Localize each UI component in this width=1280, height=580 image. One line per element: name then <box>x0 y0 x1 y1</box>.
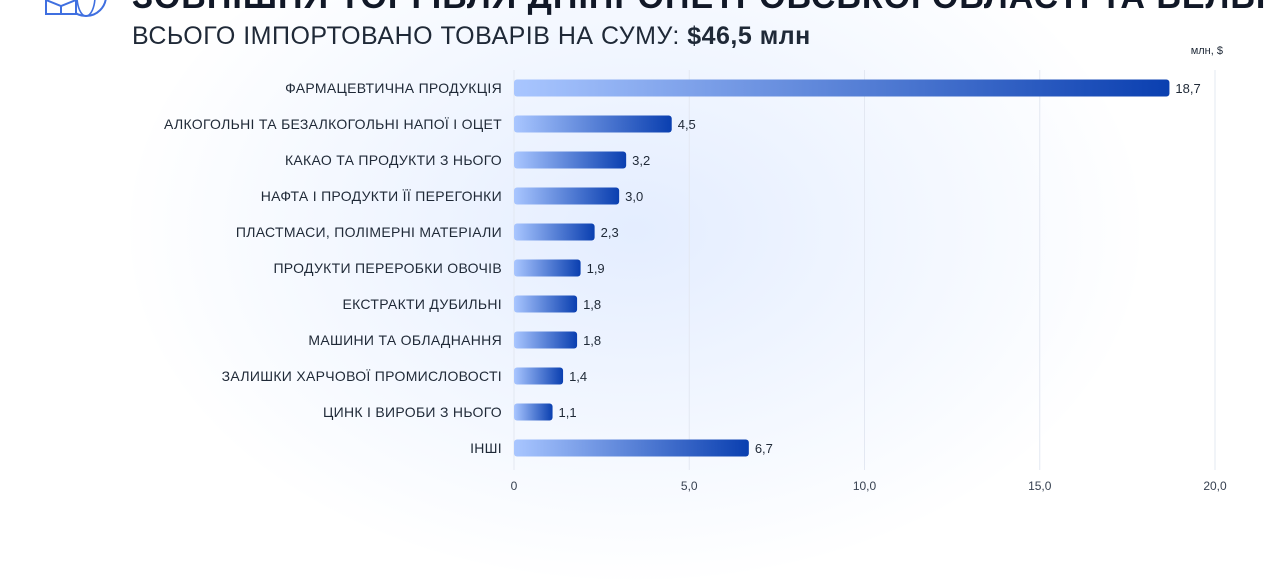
value-label: 6,7 <box>755 441 773 456</box>
page-subtitle: ВСЬОГО ІМПОРТОВАНО ТОВАРІВ НА СУМУ: $46,… <box>132 22 811 51</box>
value-label: 1,8 <box>583 297 601 312</box>
category-label: МАШИНИ ТА ОБЛАДНАННЯ <box>308 332 502 348</box>
box-globe-icon <box>45 0 107 17</box>
x-tick-label: 15,0 <box>1028 479 1052 493</box>
category-label: АЛКОГОЛЬНІ ТА БЕЗАЛКОГОЛЬНІ НАПОЇ І ОЦЕТ <box>164 116 502 132</box>
value-label: 4,5 <box>678 117 696 132</box>
value-label: 3,0 <box>625 189 643 204</box>
bar-chart: 0 5,0 10,0 15,0 20,0 ФАРМАЦЕВТИЧНА ПРОДУКЦІЯ 1… <box>164 70 1227 493</box>
subtitle-prefix: ВСЬОГО ІМПОРТОВАНО ТОВАРІВ НА СУМУ: <box>132 22 680 50</box>
page-title: ЗОВНІШНЯ ТОРГІВЛЯ ДНІПРОПЕТРОВСЬКОЇ ОБЛА… <box>132 0 1272 17</box>
category-label: ПРОДУКТИ ПЕРЕРОБКИ ОВОЧІВ <box>273 260 502 276</box>
category-label: ПЛАСТМАСИ, ПОЛІМЕРНІ МАТЕРІАЛИ <box>236 224 502 240</box>
category-label: ІНШІ <box>470 440 502 456</box>
category-label: ФАРМАЦЕВТИЧНА ПРОДУКЦІЯ <box>285 80 502 96</box>
bar <box>514 259 581 277</box>
bar <box>514 439 749 457</box>
x-tick-label: 10,0 <box>853 479 877 493</box>
value-label: 18,7 <box>1175 81 1200 96</box>
bar <box>514 295 578 313</box>
x-tick-label: 5,0 <box>681 479 698 493</box>
category-label: КАКАО ТА ПРОДУКТИ З НЬОГО <box>285 152 502 168</box>
unit-label: млн, $ <box>1190 45 1223 57</box>
category-label: ЗАЛИШКИ ХАРЧОВОЇ ПРОМИСЛОВОСТІ <box>222 368 502 384</box>
bar <box>514 367 564 385</box>
value-label: 3,2 <box>632 153 650 168</box>
bar <box>514 151 627 169</box>
bars <box>514 79 1170 457</box>
value-label: 1,9 <box>587 261 605 276</box>
bar <box>514 223 595 241</box>
bar <box>514 331 578 349</box>
bar <box>514 403 553 421</box>
x-tick-label: 20,0 <box>1203 479 1227 493</box>
labels: 0 5,0 10,0 15,0 20,0 ФАРМАЦЕВТИЧНА ПРОДУКЦІЯ 1… <box>164 80 1227 493</box>
value-label: 2,3 <box>601 225 619 240</box>
value-label: 1,1 <box>559 405 577 420</box>
bar <box>514 79 1170 97</box>
subtitle-amount: $46,5 млн <box>687 22 811 50</box>
bar <box>514 115 672 133</box>
value-label: 1,4 <box>569 369 587 384</box>
value-label: 1,8 <box>583 333 601 348</box>
x-tick-label: 0 <box>511 479 518 493</box>
bar <box>514 187 620 205</box>
category-label: ЦИНК І ВИРОБИ З НЬОГО <box>323 404 502 420</box>
category-label: ЕКСТРАКТИ ДУБИЛЬНІ <box>343 296 503 312</box>
category-label: НАФТА І ПРОДУКТИ ЇЇ ПЕРЕГОНКИ <box>261 188 502 204</box>
